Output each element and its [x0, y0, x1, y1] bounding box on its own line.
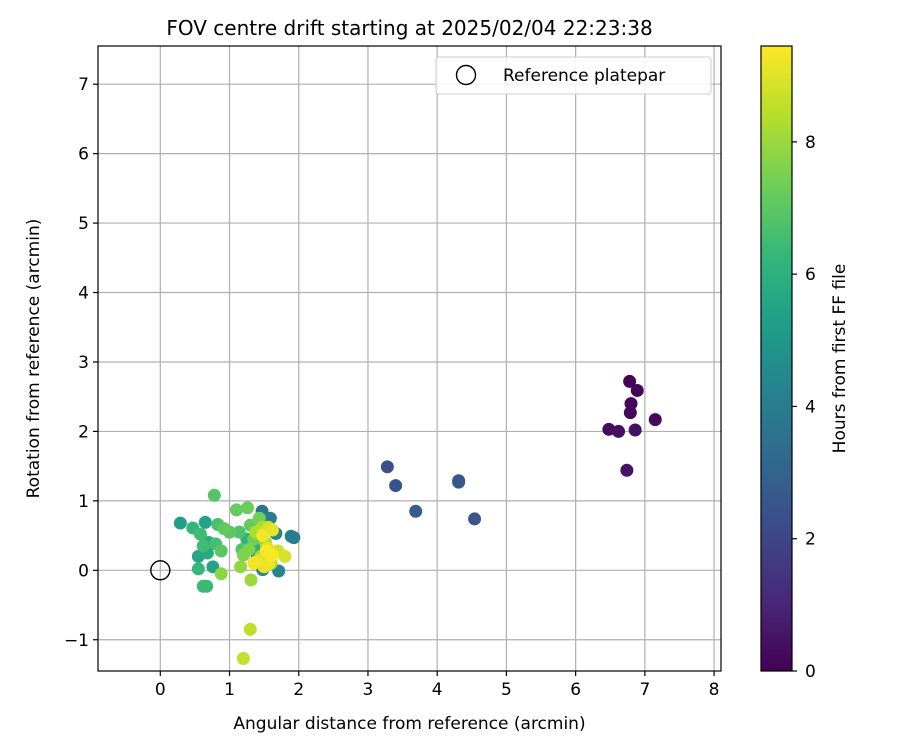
data-point: [287, 531, 301, 545]
x-tick-label: 0: [155, 680, 166, 700]
data-point: [630, 383, 644, 397]
x-tick-label: 3: [363, 680, 374, 700]
data-point: [234, 560, 248, 574]
y-tick-label: −1: [64, 631, 89, 651]
y-tick-label: 1: [78, 492, 89, 512]
data-point: [389, 479, 403, 493]
data-point: [196, 539, 210, 553]
x-tick-label: 8: [709, 680, 720, 700]
plot-frame: [97, 45, 722, 672]
data-point: [612, 424, 626, 438]
data-point: [247, 556, 261, 570]
legend-reference-marker: [455, 64, 477, 86]
colorbar-tick-label: 8: [805, 133, 816, 153]
x-tick-label: 7: [639, 680, 650, 700]
colorbar-gradient: [760, 45, 793, 672]
legend: Reference platepar: [435, 56, 712, 95]
data-point: [193, 527, 207, 541]
x-tick-label: 4: [432, 680, 443, 700]
reference-marker-layer: [150, 560, 171, 581]
data-point: [623, 406, 637, 420]
x-tick-label: 2: [293, 680, 304, 700]
data-point: [409, 504, 423, 518]
data-point: [217, 522, 231, 536]
colorbar-tick-label: 0: [805, 662, 816, 682]
y-tick-label: 0: [78, 561, 89, 581]
colorbar-tick-label: 6: [805, 265, 816, 285]
data-point: [229, 503, 243, 517]
colorbar: 0 2 4 6 8 Hours from first FF file: [760, 45, 850, 682]
data-point: [380, 460, 394, 474]
data-point: [242, 542, 256, 556]
data-point: [623, 374, 637, 388]
data-point: [265, 523, 279, 537]
legend-entry-reference-platepar: Reference platepar: [503, 66, 665, 86]
data-point: [243, 622, 257, 636]
data-point: [628, 423, 642, 437]
grid: [98, 46, 721, 671]
legend-box: [435, 56, 712, 95]
data-point: [259, 544, 273, 558]
y-axis-label: Rotation from reference (arcmin): [24, 219, 44, 499]
y-tick-label: 5: [78, 214, 89, 234]
data-point: [256, 529, 270, 543]
data-point: [241, 501, 255, 515]
x-tick-label: 6: [570, 680, 581, 700]
data-point: [602, 422, 616, 436]
data-point: [244, 573, 258, 587]
data-point: [232, 525, 246, 539]
data-point: [214, 567, 228, 581]
y-tick-label: 3: [78, 353, 89, 373]
data-point: [191, 562, 205, 576]
x-axis-label: Angular distance from reference (arcmin): [233, 714, 585, 734]
colorbar-ticks: 0 2 4 6 8: [792, 133, 816, 682]
colorbar-label: Hours from first FF file: [830, 264, 850, 454]
colorbar-tick-label: 2: [805, 530, 816, 550]
x-tick-label: 1: [224, 680, 235, 700]
data-point: [620, 463, 634, 477]
y-tick-label: 6: [78, 145, 89, 165]
y-axis-ticks: −1 0 1 2 3 4 5 6 7: [64, 75, 98, 651]
data-point: [173, 516, 187, 530]
reference-platepar-marker: [150, 560, 171, 581]
y-tick-label: 2: [78, 422, 89, 442]
x-tick-label: 5: [501, 680, 512, 700]
data-point: [236, 652, 250, 665]
data-point: [278, 549, 292, 563]
data-point: [198, 515, 212, 529]
data-points: [173, 374, 662, 665]
x-axis-ticks: 0 1 2 3 4 5 6 7 8: [155, 671, 720, 700]
data-point: [214, 544, 228, 558]
data-point: [452, 475, 466, 489]
chart-title: FOV centre drift starting at 2025/02/04 …: [166, 16, 652, 40]
y-tick-label: 7: [78, 75, 89, 95]
y-tick-label: 4: [78, 284, 89, 304]
colorbar-tick-label: 4: [805, 397, 816, 417]
data-point: [468, 512, 482, 526]
data-point: [200, 579, 214, 593]
data-point: [648, 413, 662, 427]
data-point: [207, 488, 221, 502]
